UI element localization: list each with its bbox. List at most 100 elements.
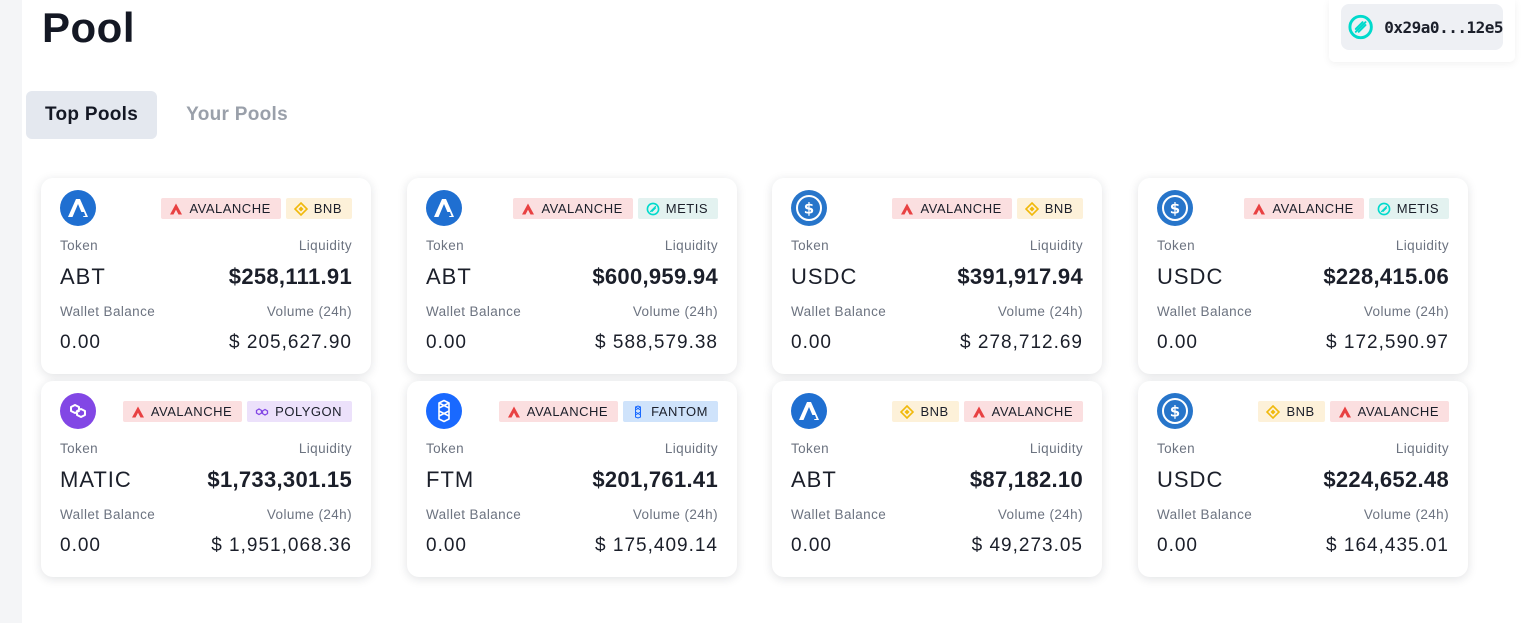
pool-card[interactable]: $ AVALANCHE BNB Token Liquidity USDC $391,917.…	[772, 178, 1102, 374]
wallet-address: 0x29a0...12e5	[1384, 17, 1503, 37]
chain-label: AVALANCHE	[920, 201, 1002, 216]
token-label: Token	[791, 237, 830, 253]
abt-icon	[60, 190, 96, 226]
volume-label: Volume (24h)	[1363, 506, 1449, 522]
liquidity-label: Liquidity	[1395, 237, 1449, 253]
chain-label: POLYGON	[275, 404, 342, 419]
chain-badges: AVALANCHE METIS	[513, 198, 718, 219]
wallet-balance-label: Wallet Balance	[791, 303, 887, 319]
chain-badge-bnb[interactable]: BNB	[892, 401, 959, 422]
wallet-balance-value: 0.00	[426, 332, 467, 353]
liquidity-label: Liquidity	[298, 237, 352, 253]
chain-badge-bnb[interactable]: BNB	[285, 198, 352, 219]
chain-badge-avalanche[interactable]: AVALANCHE	[963, 401, 1083, 422]
token-label: Token	[426, 237, 465, 253]
chain-label: BNB	[313, 201, 342, 216]
chain-badge-avalanche[interactable]: AVALANCHE	[161, 198, 281, 219]
avalanche-icon	[169, 202, 183, 216]
chain-badge-avalanche[interactable]: AVALANCHE	[1244, 198, 1364, 219]
liquidity-value: $87,182.10	[969, 467, 1083, 492]
volume-label: Volume (24h)	[632, 303, 718, 319]
wallet-balance-value: 0.00	[791, 535, 832, 556]
pool-tabs: Top Pools Your Pools	[26, 91, 307, 139]
chain-badges: AVALANCHE FANTOM	[498, 401, 718, 422]
chain-badges: AVALANCHE BNB	[892, 198, 1083, 219]
chain-badge-bnb[interactable]: BNB	[1258, 401, 1325, 422]
avalanche-icon	[521, 202, 535, 216]
chain-badge-avalanche[interactable]: AVALANCHE	[1329, 401, 1449, 422]
chain-badge-fantom[interactable]: FANTOM	[623, 401, 718, 422]
chain-label: BNB	[1286, 404, 1315, 419]
pool-page: Pool 0x29a0...12e5 Top Pools Your Pools …	[22, 0, 1523, 623]
tab-your-pools[interactable]: Your Pools	[186, 104, 289, 125]
bnb-icon	[1266, 404, 1281, 419]
pool-card[interactable]: BNB AVALANCHE Token Liquidity ABT $87,182.10 W…	[772, 381, 1102, 577]
wallet-balance-value: 0.00	[60, 332, 101, 353]
pool-card[interactable]: AVALANCHE POLYGON Token Liquidity MATIC $1,73…	[41, 381, 371, 577]
pool-card[interactable]: AVALANCHE METIS Token Liquidity ABT $600,959.…	[407, 178, 737, 374]
wallet-button[interactable]: 0x29a0...12e5	[1341, 4, 1503, 50]
liquidity-label: Liquidity	[1395, 440, 1449, 456]
usdc-icon: $	[1157, 393, 1193, 429]
pool-card[interactable]: $ AVALANCHE METIS Token Liquidity USDC $228,41…	[1138, 178, 1468, 374]
liquidity-label: Liquidity	[664, 237, 718, 253]
chain-label: AVALANCHE	[189, 201, 271, 216]
volume-label: Volume (24h)	[997, 506, 1083, 522]
liquidity-value: $391,917.94	[957, 264, 1083, 289]
chain-label: AVALANCHE	[991, 404, 1073, 419]
wallet-balance-label: Wallet Balance	[426, 506, 522, 522]
token-label: Token	[1157, 237, 1196, 253]
liquidity-label: Liquidity	[298, 440, 352, 456]
volume-value: $ 1,951,068.36	[211, 535, 352, 556]
volume-value: $ 278,712.69	[960, 332, 1083, 353]
volume-value: $ 172,590.97	[1326, 332, 1449, 353]
abt-icon	[426, 190, 462, 226]
token-symbol: ABT	[60, 264, 106, 289]
chain-badge-polygon[interactable]: POLYGON	[247, 401, 352, 422]
pool-card[interactable]: AVALANCHE BNB Token Liquidity ABT $258,111.91…	[41, 178, 371, 374]
chain-badge-metis[interactable]: METIS	[637, 198, 718, 219]
tab-top-pools[interactable]: Top Pools	[26, 91, 158, 139]
svg-text:$: $	[1170, 403, 1180, 421]
chain-label: AVALANCHE	[1357, 404, 1439, 419]
polygon-icon	[60, 393, 96, 429]
liquidity-value: $258,111.91	[228, 264, 352, 289]
chain-label: METIS	[665, 201, 708, 216]
token-symbol: USDC	[1157, 264, 1224, 289]
chain-badges: AVALANCHE POLYGON	[122, 401, 352, 422]
volume-value: $ 164,435.01	[1326, 535, 1449, 556]
pool-card[interactable]: $ BNB AVALANCHE Token Liquidity USDC $224,652.…	[1138, 381, 1468, 577]
wallet-balance-label: Wallet Balance	[60, 303, 156, 319]
polygon-chain-icon	[255, 405, 269, 419]
chain-badge-metis[interactable]: METIS	[1368, 198, 1449, 219]
page-title: Pool	[42, 4, 135, 51]
pool-card[interactable]: AVALANCHE FANTOM Token Liquidity FTM $201,761…	[407, 381, 737, 577]
bnb-icon	[1024, 201, 1039, 216]
avalanche-icon	[972, 405, 986, 419]
token-label: Token	[60, 440, 99, 456]
liquidity-label: Liquidity	[664, 440, 718, 456]
token-symbol: USDC	[791, 264, 858, 289]
fantom-icon	[426, 393, 462, 429]
usdc-icon: $	[791, 190, 827, 226]
chain-badges: AVALANCHE BNB	[161, 198, 352, 219]
wallet-balance-label: Wallet Balance	[1157, 303, 1253, 319]
chain-label: AVALANCHE	[150, 404, 233, 419]
chain-badge-bnb[interactable]: BNB	[1016, 198, 1083, 219]
chain-label: BNB	[920, 404, 949, 419]
chain-badge-avalanche[interactable]: AVALANCHE	[892, 198, 1012, 219]
liquidity-value: $201,761.41	[592, 467, 718, 492]
token-symbol: FTM	[426, 467, 475, 492]
chain-badge-avalanche[interactable]: AVALANCHE	[498, 401, 619, 422]
chain-label: AVALANCHE	[526, 404, 609, 419]
chain-label: BNB	[1044, 201, 1073, 216]
wallet-balance-label: Wallet Balance	[426, 303, 522, 319]
volume-label: Volume (24h)	[997, 303, 1083, 319]
chain-badge-avalanche[interactable]: AVALANCHE	[122, 401, 243, 422]
volume-value: $ 49,273.05	[971, 535, 1083, 556]
avalanche-icon	[1252, 202, 1266, 216]
metis-icon	[646, 202, 660, 216]
chain-badge-avalanche[interactable]: AVALANCHE	[513, 198, 633, 219]
fantom-chain-icon	[631, 404, 645, 419]
liquidity-value: $1,733,301.15	[207, 467, 352, 492]
